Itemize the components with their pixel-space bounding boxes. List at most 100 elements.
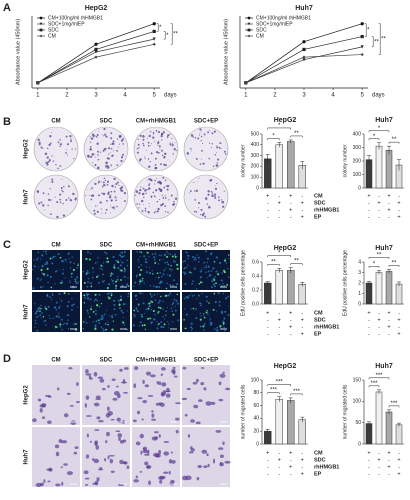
migrated-cell <box>41 403 47 408</box>
colony <box>121 138 124 141</box>
migrated-cell <box>85 373 92 376</box>
treatment-sign: - <box>290 471 292 477</box>
nucleus <box>166 306 169 308</box>
panel-label: A <box>3 2 11 14</box>
colony <box>67 154 69 156</box>
colony <box>91 194 95 197</box>
nucleus <box>102 280 105 283</box>
marker <box>247 22 251 26</box>
nucleus <box>97 261 99 263</box>
colony <box>169 142 171 144</box>
edu-cell <box>110 294 113 297</box>
edu-cell <box>215 282 217 285</box>
nucleus <box>126 329 129 331</box>
bar <box>287 270 295 305</box>
significance-label: ** <box>173 32 178 38</box>
colony <box>144 210 147 212</box>
migrated-cell <box>74 446 79 449</box>
nucleus <box>102 316 104 319</box>
colony <box>139 188 142 192</box>
nucleus <box>58 305 61 308</box>
x-tick-label: 2 <box>273 93 277 99</box>
colony <box>112 206 115 209</box>
treatment-sign: - <box>267 464 269 470</box>
nucleus <box>202 329 205 332</box>
nucleus <box>61 260 64 263</box>
colony <box>195 157 198 160</box>
colony <box>218 199 220 202</box>
bar <box>264 158 272 189</box>
colony <box>207 193 210 196</box>
nucleus <box>37 266 39 268</box>
colony <box>217 158 220 161</box>
nucleus <box>106 321 108 323</box>
migrated-cell <box>133 383 137 389</box>
colony <box>93 135 96 137</box>
colony <box>160 132 164 136</box>
nucleus <box>169 284 172 287</box>
edu-cell <box>106 286 109 290</box>
colony <box>167 211 169 214</box>
treatment-sign: - <box>398 464 400 470</box>
nucleus <box>226 297 228 299</box>
colony <box>142 135 145 138</box>
edu-cell <box>166 255 169 258</box>
migrated-cell <box>218 398 224 402</box>
y-tick-label: 80 <box>253 390 259 396</box>
colony <box>101 185 104 188</box>
colony <box>110 205 112 207</box>
nucleus <box>218 261 222 265</box>
error-bar <box>265 154 270 164</box>
edu-cell <box>157 306 160 309</box>
migrated-cell <box>124 367 129 370</box>
edu-cell <box>176 263 179 266</box>
treatment-sign: + <box>397 214 400 220</box>
chart-title: Huh7 <box>295 5 313 12</box>
colony <box>116 205 118 208</box>
colony <box>62 214 66 217</box>
nucleus <box>117 267 120 270</box>
migrated-cell <box>47 480 51 483</box>
nucleus <box>103 314 105 316</box>
colony <box>160 163 162 166</box>
error-bar <box>277 142 282 147</box>
colony <box>116 149 118 152</box>
edu-cell <box>152 310 155 313</box>
x-tick-label: 3 <box>94 93 98 99</box>
nucleus <box>214 328 216 330</box>
colony <box>142 142 144 145</box>
nucleus <box>111 314 113 316</box>
error-bar <box>377 270 381 275</box>
treatment-sign: - <box>388 200 390 206</box>
edu-cell <box>158 323 160 325</box>
edu-cell <box>92 311 95 313</box>
colony <box>218 196 220 198</box>
nucleus <box>100 318 103 321</box>
nucleus <box>61 280 63 282</box>
nucleus <box>33 259 35 261</box>
colony <box>106 183 109 186</box>
nucleus <box>192 256 195 259</box>
nucleus <box>126 264 129 267</box>
nucleus <box>59 325 62 328</box>
edu-cell <box>39 310 41 312</box>
treatment-sign: - <box>368 324 370 330</box>
nucleus <box>52 257 54 259</box>
colony <box>164 211 167 213</box>
nucleus <box>94 262 97 264</box>
bar <box>264 282 272 305</box>
migrated-cell <box>109 458 114 464</box>
nucleus <box>202 312 205 315</box>
nucleus <box>57 308 59 310</box>
migrated-cell <box>181 397 188 401</box>
migrated-cell <box>184 414 188 417</box>
nucleus <box>199 270 202 273</box>
edu-cell <box>189 271 191 274</box>
colony <box>209 142 211 144</box>
colony <box>59 165 62 167</box>
significance-bracket <box>170 23 173 45</box>
colony <box>89 141 92 143</box>
significance-bracket <box>290 393 303 396</box>
migrated-cell <box>161 382 167 387</box>
nucleus <box>210 286 213 289</box>
